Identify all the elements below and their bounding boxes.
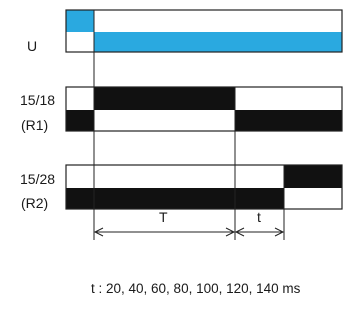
relay2-upper-a <box>66 165 284 188</box>
dimension-short-period-arrow-left <box>234 227 245 237</box>
relay1-upper-c <box>235 87 342 110</box>
relay1-upper-b <box>94 87 235 110</box>
relay2-name-label: (R2) <box>21 195 48 211</box>
relay1-lower-b <box>94 110 235 131</box>
dimension-main-period-arrow-left <box>93 227 104 237</box>
supply-lower-right-fill <box>94 32 342 52</box>
relay2-signal <box>65 164 343 210</box>
dimension-short-period <box>234 227 285 237</box>
supply-signal <box>65 9 343 53</box>
relay2-frame <box>65 164 343 210</box>
supply-label: U <box>27 38 37 54</box>
relay2-lower-a <box>66 188 284 209</box>
relay1-lower-a <box>66 110 94 131</box>
supply-frame <box>65 9 343 53</box>
dimension-main-period-arrow-right <box>225 227 236 237</box>
relay1-lower-c <box>235 110 342 131</box>
dimension-short-period-arrow-right <box>274 227 285 237</box>
relay2-lower-b <box>284 188 342 209</box>
dimension-main-period-label: T <box>159 209 168 225</box>
relay1-name-label: (R1) <box>21 117 48 133</box>
relay1-signal <box>65 86 343 132</box>
relay2-terminals-label: 15/28 <box>20 171 55 187</box>
supply-upper-right-fill <box>94 10 342 32</box>
relay1-terminals-label: 15/18 <box>20 92 55 108</box>
relay1-frame <box>65 86 343 132</box>
dimension-main-period <box>93 227 236 237</box>
supply-upper-left-fill <box>66 10 94 32</box>
relay1-upper-a <box>66 87 94 110</box>
supply-lower-left-fill <box>66 32 94 52</box>
timing-footnote: t : 20, 40, 60, 80, 100, 120, 140 ms <box>91 281 301 296</box>
dimension-short-period-label: t <box>257 209 261 225</box>
relay2-upper-b <box>284 165 342 188</box>
